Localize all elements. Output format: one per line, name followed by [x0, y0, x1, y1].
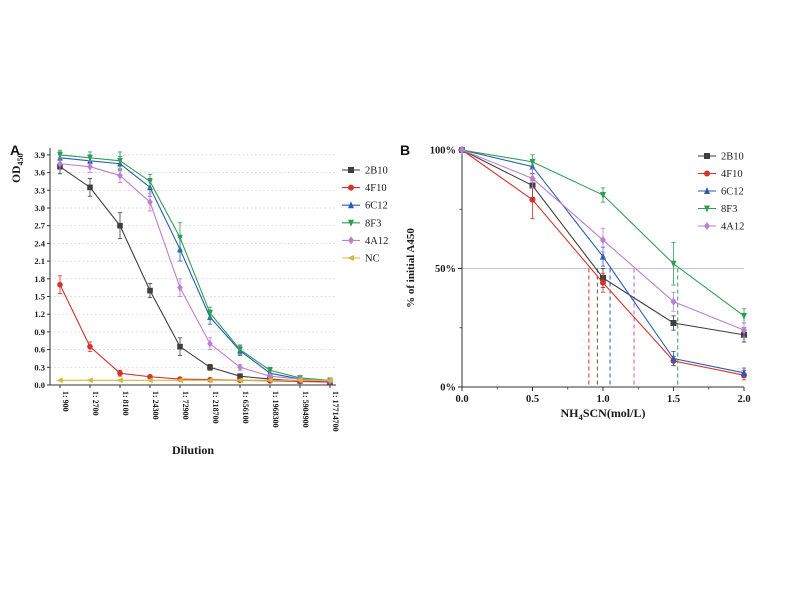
svg-text:1: 2700: 1: 2700 [91, 391, 100, 416]
svg-text:1: 5904900: 1: 5904900 [301, 391, 310, 428]
svg-text:6C12: 6C12 [721, 187, 744, 198]
svg-text:1.0: 1.0 [596, 394, 609, 405]
svg-text:4A12: 4A12 [365, 236, 388, 247]
svg-text:0%: 0% [440, 383, 456, 394]
svg-text:0.6: 0.6 [34, 345, 45, 355]
svg-text:% of initial A450: % of initial A450 [405, 228, 417, 308]
panel-a-chart: 0.0 0.3 0.6 0.9 1.2 1.5 1.8 2.1 2.4 2.7 3.0 3.3 3.6 3… [11, 147, 388, 457]
svg-text:6C12: 6C12 [365, 201, 388, 212]
svg-text:8F3: 8F3 [365, 218, 381, 229]
svg-text:1: 8100: 1: 8100 [121, 391, 130, 416]
svg-text:1: 900: 1: 900 [61, 391, 70, 412]
svg-text:1.5: 1.5 [667, 394, 680, 405]
panel-b-chart: 0% 50% 100% 0.0 0.5 1.0 1.5 2.0 2B10 4F10 6C12 8F3 4… [405, 146, 751, 423]
svg-text:OD450: OD450 [11, 153, 25, 183]
svg-text:2B10: 2B10 [365, 166, 388, 177]
svg-text:0.9: 0.9 [34, 327, 45, 337]
svg-text:50%: 50% [435, 264, 456, 275]
panel-b-label: B [400, 142, 411, 158]
svg-text:2.0: 2.0 [737, 394, 750, 405]
svg-text:2.1: 2.1 [34, 256, 45, 266]
svg-text:0.0: 0.0 [455, 394, 468, 405]
svg-text:2.4: 2.4 [34, 238, 45, 248]
svg-text:3.3: 3.3 [34, 185, 45, 195]
svg-text:4F10: 4F10 [365, 183, 387, 194]
panel-a-label: A [10, 142, 21, 158]
svg-text:100%: 100% [430, 146, 456, 157]
svg-text:1.8: 1.8 [34, 274, 45, 284]
svg-text:3.6: 3.6 [34, 168, 45, 178]
svg-text:2.7: 2.7 [34, 221, 45, 231]
svg-text:3.9: 3.9 [34, 150, 45, 160]
svg-text:1: 17714700: 1: 17714700 [331, 391, 340, 432]
svg-text:1.5: 1.5 [34, 292, 45, 302]
svg-text:3.0: 3.0 [34, 203, 45, 213]
svg-text:1: 656100: 1: 656100 [241, 391, 250, 424]
svg-text:1: 1968300: 1: 1968300 [271, 391, 280, 428]
svg-text:NH4SCN(mol/L): NH4SCN(mol/L) [561, 406, 646, 422]
svg-text:NC: NC [365, 254, 380, 265]
svg-text:1: 218700: 1: 218700 [211, 391, 220, 424]
svg-text:8F3: 8F3 [721, 204, 737, 215]
svg-text:0.0: 0.0 [34, 380, 45, 390]
svg-text:1: 72900: 1: 72900 [181, 391, 190, 420]
svg-text:4A12: 4A12 [721, 222, 744, 233]
svg-text:1.2: 1.2 [34, 309, 45, 319]
svg-text:0.3: 0.3 [34, 362, 45, 372]
svg-text:0.5: 0.5 [526, 394, 539, 405]
svg-text:4F10: 4F10 [721, 169, 743, 180]
svg-text:1: 24300: 1: 24300 [151, 391, 160, 420]
svg-text:Dilution: Dilution [172, 443, 214, 457]
svg-text:2B10: 2B10 [721, 152, 744, 163]
